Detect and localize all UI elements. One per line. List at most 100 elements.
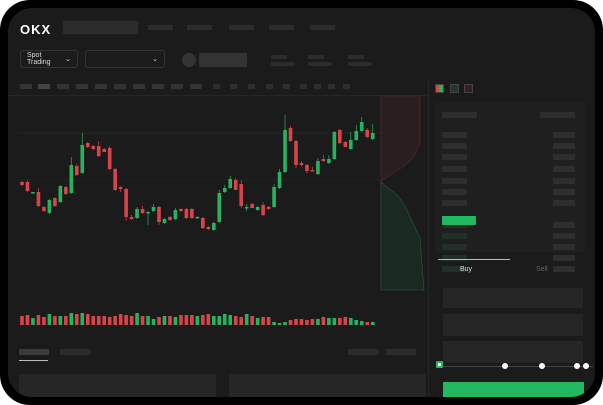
orderbook-price[interactable] <box>442 233 467 239</box>
drawing-tool-icon[interactable] <box>343 84 350 89</box>
candle <box>113 169 117 190</box>
slider-stop-75[interactable] <box>574 363 580 369</box>
drawing-tool-icon[interactable] <box>283 84 290 89</box>
slider-track[interactable] <box>443 366 593 367</box>
slider-stop-50[interactable] <box>539 363 545 369</box>
drawing-tool-icon[interactable] <box>266 84 273 89</box>
candle <box>135 209 139 218</box>
candle <box>316 161 320 174</box>
candle <box>118 187 123 189</box>
divider <box>428 80 429 397</box>
slider-handle[interactable] <box>436 361 443 368</box>
orders-panel <box>19 374 216 397</box>
candle <box>310 170 315 172</box>
total-input[interactable] <box>443 341 583 363</box>
candle <box>299 163 304 165</box>
orderbook-price[interactable] <box>442 189 467 195</box>
volume-bar <box>299 319 304 325</box>
tab-order-history[interactable] <box>60 349 90 355</box>
orderbook-size <box>540 112 575 118</box>
orderbook-price[interactable] <box>442 154 467 160</box>
filter-button[interactable] <box>386 349 416 355</box>
candle <box>338 130 342 143</box>
stat-label <box>271 55 287 59</box>
drawing-tool-icon[interactable] <box>248 84 255 89</box>
slider-stop-100[interactable] <box>583 363 589 369</box>
volume-bar <box>47 314 52 325</box>
orderbook-price[interactable] <box>442 255 467 261</box>
volume-bar <box>321 317 326 325</box>
timeframe-button[interactable] <box>171 84 183 89</box>
candle <box>266 207 271 209</box>
timeframe-button[interactable] <box>20 84 32 89</box>
candle <box>359 122 364 131</box>
candle <box>146 212 150 214</box>
volume-bar <box>85 314 90 325</box>
orderbook-both-icon[interactable] <box>435 84 444 93</box>
drawing-tool-icon[interactable] <box>213 84 220 89</box>
orderbook-price[interactable] <box>442 132 467 138</box>
candle <box>305 165 309 171</box>
volume-bar <box>31 318 35 325</box>
nav-item[interactable] <box>229 25 254 30</box>
candle <box>277 172 282 188</box>
orderbook-price[interactable] <box>442 222 467 228</box>
orderbook-size <box>553 154 575 160</box>
drawing-tool-icon[interactable] <box>300 84 307 89</box>
timeframe-button[interactable] <box>152 84 164 89</box>
nav-item[interactable] <box>310 25 335 30</box>
candle <box>349 140 353 149</box>
candle <box>354 131 359 140</box>
volume-bar <box>91 316 96 325</box>
volume-bar <box>359 321 364 325</box>
tab-open-orders[interactable] <box>19 349 49 355</box>
orderbook-price[interactable] <box>442 178 467 184</box>
mode-select-label: Spot Trading <box>27 52 51 66</box>
okx-logo: OKX <box>20 22 52 37</box>
tab-buy[interactable]: Buy <box>460 266 473 273</box>
volume-bar <box>58 316 63 325</box>
search-bar[interactable] <box>63 21 138 34</box>
pair-select[interactable]: ⌄ <box>85 50 165 68</box>
drawing-tool-icon[interactable] <box>328 84 335 89</box>
coin-avatar <box>182 53 196 67</box>
nav-item[interactable] <box>187 25 212 30</box>
timeframe-button[interactable] <box>76 84 88 89</box>
slider-stop-25[interactable] <box>502 363 508 369</box>
price-input[interactable] <box>443 288 583 308</box>
drawing-tool-icon[interactable] <box>230 84 237 89</box>
orderbook-asks-icon[interactable] <box>464 84 473 93</box>
volume-bar <box>157 317 161 325</box>
candle <box>42 207 46 211</box>
candle <box>250 204 254 208</box>
timeframe-button[interactable] <box>190 84 202 89</box>
orderbook-size <box>553 222 575 228</box>
candlestick-chart[interactable] <box>8 8 595 397</box>
volume-bar <box>239 317 243 325</box>
nav-item[interactable] <box>269 25 294 30</box>
orderbook-price[interactable] <box>442 266 467 272</box>
drawing-tool-icon[interactable] <box>314 84 321 89</box>
orderbook-price[interactable] <box>442 200 467 206</box>
volume-bar <box>36 315 41 325</box>
orderbook-size <box>553 132 575 138</box>
volume-bar <box>190 315 194 325</box>
orderbook-price[interactable] <box>442 166 467 172</box>
timeframe-button[interactable] <box>95 84 107 89</box>
timeframe-button[interactable] <box>133 84 145 89</box>
orderbook-size <box>553 200 575 206</box>
buy-button[interactable] <box>443 382 584 397</box>
timeframe-button[interactable] <box>57 84 69 89</box>
timeframe-button[interactable] <box>38 84 50 89</box>
mode-select[interactable]: Spot Trading ⌄ <box>20 50 78 68</box>
timeframe-button[interactable] <box>114 84 126 89</box>
tab-sell[interactable]: Sell <box>536 266 548 273</box>
orderbook-price[interactable] <box>442 112 477 118</box>
orderbook-bids-icon[interactable] <box>450 84 459 93</box>
orderbook-price[interactable] <box>442 244 467 250</box>
amount-input[interactable] <box>443 314 583 336</box>
volume-bar <box>310 319 315 325</box>
filter-button[interactable] <box>348 349 378 355</box>
orderbook-price[interactable] <box>442 143 467 149</box>
nav-item[interactable] <box>148 25 173 30</box>
